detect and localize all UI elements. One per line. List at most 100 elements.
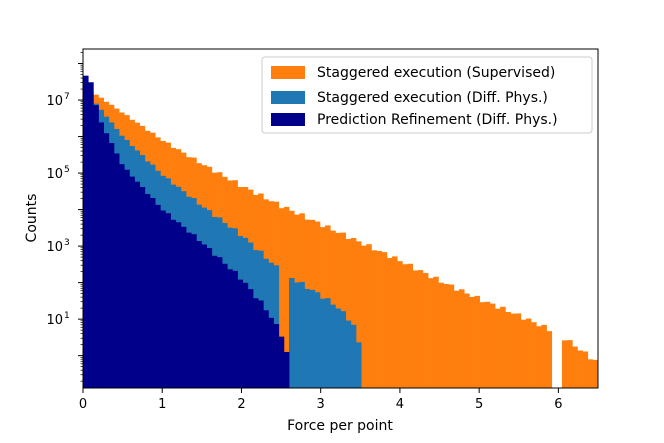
histogram-bar xyxy=(458,289,465,388)
histogram-bar xyxy=(319,298,326,388)
histogram-bar xyxy=(350,238,357,388)
histogram-bar xyxy=(474,295,480,388)
histogram-bar xyxy=(289,277,295,388)
histogram-bar xyxy=(355,241,362,388)
histogram-bar xyxy=(170,219,177,388)
legend-label-supervised: Staggered execution (Supervised) xyxy=(317,65,555,81)
histogram-bar xyxy=(448,284,455,388)
histogram-bar xyxy=(489,303,496,388)
histogram-bar xyxy=(211,255,218,388)
histogram-bar xyxy=(196,241,202,388)
legend-swatch-staggered-diff-phys xyxy=(271,91,305,104)
legend-label-staggered-diff-phys: Staggered execution (Diff. Phys.) xyxy=(317,90,548,106)
histogram-bar xyxy=(283,206,290,388)
plot-frame xyxy=(82,48,599,389)
histogram-bar xyxy=(129,176,135,388)
histogram-bar xyxy=(340,232,347,388)
legend-swatch-supervised xyxy=(271,66,305,79)
x-tick-label: 0 xyxy=(79,397,87,412)
histogram-bar xyxy=(531,322,537,388)
y-axis-label: Counts xyxy=(24,194,40,243)
histogram-bar xyxy=(546,331,553,388)
histogram-bar xyxy=(258,300,264,388)
histogram-bar xyxy=(582,351,589,388)
histogram-bar xyxy=(371,250,377,388)
y-tick-label: 10 xyxy=(46,313,63,328)
histogram-bar xyxy=(567,340,573,388)
histogram-bar xyxy=(103,133,110,388)
histogram-bar xyxy=(165,213,171,388)
histogram-bar xyxy=(278,208,285,388)
histogram-bar xyxy=(175,222,182,388)
histogram-bar xyxy=(216,257,223,388)
y-tick-exponent: 5 xyxy=(64,165,70,175)
histogram-bar xyxy=(412,270,419,388)
histogram-bar xyxy=(227,269,233,388)
histogram-bar xyxy=(134,181,141,388)
histogram-bar xyxy=(484,301,491,388)
x-tick-label: 5 xyxy=(475,397,483,412)
histogram-bar xyxy=(283,351,290,388)
histogram-bar xyxy=(381,252,388,388)
histogram-bar xyxy=(350,324,357,388)
histogram-bar xyxy=(428,278,434,388)
histogram-bar xyxy=(495,308,501,388)
histogram-bar xyxy=(93,105,99,389)
histogram-bar xyxy=(386,258,393,388)
y-tick-exponent: 3 xyxy=(64,238,70,248)
legend: Staggered execution (Supervised) Stagger… xyxy=(261,56,593,134)
histogram-bar xyxy=(278,336,285,388)
histogram-bar xyxy=(536,326,542,388)
histogram-bar xyxy=(587,359,594,388)
histogram-bar xyxy=(186,232,192,388)
histogram-bar xyxy=(561,340,568,388)
histogram-bar xyxy=(355,342,362,388)
histogram-bar xyxy=(263,310,269,388)
histogram-bar xyxy=(345,239,352,388)
histogram-bar xyxy=(124,169,130,388)
histogram-bar xyxy=(577,350,583,388)
histogram-bar xyxy=(206,247,213,388)
bars-layer xyxy=(83,75,599,389)
histogram-bar xyxy=(515,313,522,388)
histogram-bar xyxy=(144,194,151,388)
y-tick-label: 10 xyxy=(46,167,63,182)
histogram-bar xyxy=(222,263,228,388)
x-tick-label: 3 xyxy=(317,397,325,412)
histogram-bar xyxy=(330,304,336,388)
y-tick-exponent: 1 xyxy=(64,311,70,321)
histogram-bar xyxy=(237,279,244,388)
histogram-bar xyxy=(180,226,187,388)
histogram-bar xyxy=(510,313,516,388)
x-tick-label: 4 xyxy=(396,397,404,412)
histogram-bar xyxy=(392,256,398,388)
histogram-bar xyxy=(541,324,547,388)
legend-label-refinement-diff-phys: Prediction Refinement (Diff. Phys.) xyxy=(317,112,558,128)
histogram-bar xyxy=(592,359,599,388)
histogram-bar xyxy=(366,244,372,388)
histogram-bar xyxy=(149,198,156,388)
histogram-bar xyxy=(402,264,408,388)
x-axis-label: Force per point xyxy=(287,418,393,434)
histogram-bar xyxy=(299,281,305,388)
histogram-bar xyxy=(340,311,347,388)
histogram-bar xyxy=(464,293,470,388)
histogram-bar xyxy=(160,210,166,388)
x-axis: 0 1 2 3 4 5 6 xyxy=(79,388,563,412)
histogram-bar xyxy=(500,306,506,388)
y-tick-label: 10 xyxy=(46,240,63,255)
histogram-bar xyxy=(520,319,527,388)
y-tick-label: 10 xyxy=(46,94,63,109)
histogram-bar xyxy=(407,263,413,388)
histogram-bar xyxy=(479,302,486,388)
histogram-bar xyxy=(232,270,238,388)
legend-frame xyxy=(261,56,593,134)
histogram-bar xyxy=(252,298,259,388)
histogram-bar xyxy=(325,298,331,388)
histogram-bar xyxy=(294,282,300,388)
histogram-bar xyxy=(314,292,321,388)
series-prediction-refinement-diff-phys xyxy=(83,75,290,389)
histogram-bar xyxy=(273,324,280,388)
